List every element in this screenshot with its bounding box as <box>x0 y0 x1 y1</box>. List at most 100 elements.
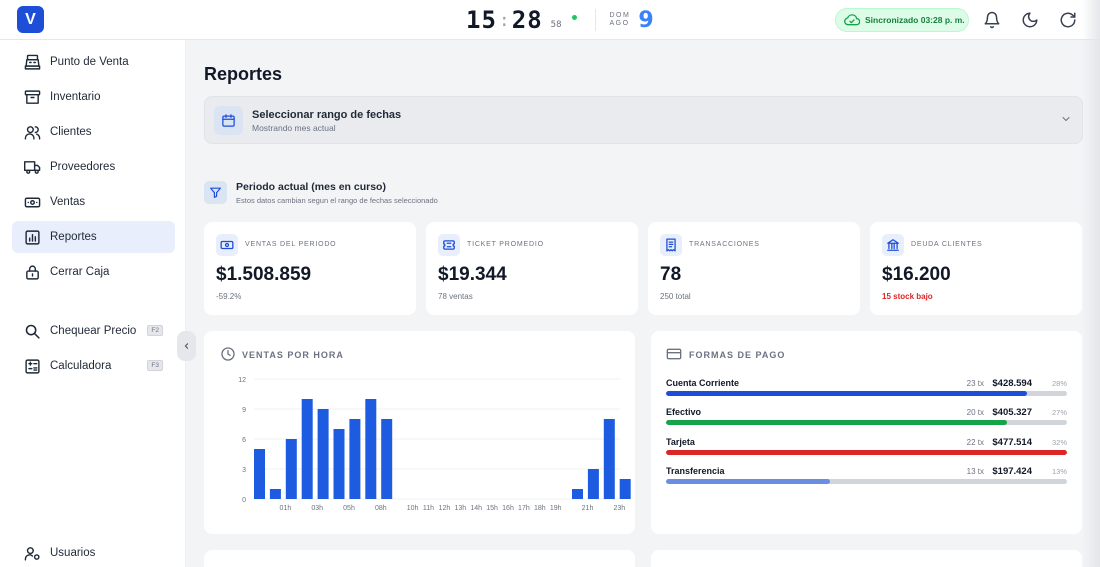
stat-value: 78 <box>660 264 682 285</box>
sidebar-collapse-button[interactable] <box>177 331 196 361</box>
chevron-left-icon <box>184 343 189 349</box>
clock-minutes: 28 <box>511 6 543 34</box>
clock-hours: 15 <box>466 6 497 34</box>
x-tick-label: 08h <box>375 505 387 512</box>
payment-bar-track <box>666 420 1067 425</box>
payment-amount: $428.594 <box>992 378 1032 389</box>
payment-row: Transferencia 13 tx $197.424 13% <box>666 466 1067 494</box>
register-icon <box>24 54 41 70</box>
sidebar-item-chequear-precio[interactable]: Chequear Precio F2 <box>12 315 175 347</box>
sidebar-item-label: Calculadora <box>50 360 112 372</box>
sidebar-item-label: Proveedores <box>50 161 116 173</box>
payment-methods-title: FORMAS DE PAGO <box>689 350 786 360</box>
period-subtitle: Estos datos cambian segun el rango de fe… <box>236 196 438 205</box>
stat-card-ticket: TICKET PROMEDIO $19.344 78 ventas <box>426 222 638 315</box>
payment-name: Tarjeta <box>666 437 695 447</box>
bell-icon[interactable] <box>983 11 1001 29</box>
clock: 15 : 28 58 DOM AGO 9 <box>466 5 654 35</box>
app-logo[interactable]: V <box>17 6 44 33</box>
x-tick-label: 15h <box>486 505 498 512</box>
bar <box>317 409 329 499</box>
sidebar-item-calculadora[interactable]: Calculadora F3 <box>12 350 175 382</box>
y-tick-label: 0 <box>242 497 246 504</box>
bar <box>349 419 361 499</box>
x-tick-label: 01h <box>280 505 292 512</box>
sync-status-badge[interactable]: Sincronizado 03:28 p. m. <box>835 8 969 32</box>
period-title: Periodo actual (mes en curso) <box>236 181 386 193</box>
cloud-check-icon <box>844 14 860 26</box>
date-range-selector[interactable]: Seleccionar rango de fechas Mostrando me… <box>204 96 1083 144</box>
chart-icon <box>25 229 40 245</box>
x-tick-label: 11h <box>423 505 434 512</box>
chevron-down-icon <box>1062 117 1070 121</box>
bottom-card-right <box>651 550 1082 567</box>
credit-card-icon <box>666 348 682 360</box>
calendar-icon <box>222 114 235 127</box>
bar <box>587 469 599 499</box>
sidebar-item-label: Inventario <box>50 91 101 103</box>
payment-amount: $405.327 <box>992 407 1032 418</box>
payment-pct: 28% <box>1051 379 1067 388</box>
cash-icon <box>24 197 41 207</box>
bottom-card-left <box>204 550 635 567</box>
clock-icon <box>221 347 235 361</box>
payment-row: Cuenta Corriente 23 tx $428.594 28% <box>666 378 1067 406</box>
stat-sub: 78 ventas <box>438 292 473 301</box>
payment-methods-card: FORMAS DE PAGO Cuenta Corriente 23 tx $4… <box>651 331 1082 534</box>
payment-pct: 13% <box>1051 467 1067 476</box>
bar <box>572 489 583 499</box>
bar <box>365 399 377 499</box>
sidebar-item-label: Punto de Venta <box>50 56 129 68</box>
sidebar-item-ventas[interactable]: Ventas <box>12 186 175 218</box>
sidebar-item-punto-de-venta[interactable]: Punto de Venta <box>12 46 175 78</box>
stat-icon-box <box>438 234 460 256</box>
live-indicator <box>571 14 577 20</box>
x-tick-label: 16h <box>502 505 514 512</box>
sidebar-item-proveedores[interactable]: Proveedores <box>12 151 175 183</box>
sidebar-item-clientes[interactable]: Clientes <box>12 116 175 148</box>
sidebar-item-inventario[interactable]: Inventario <box>12 81 175 113</box>
users-icon <box>24 125 41 140</box>
sidebar-item-label: Reportes <box>50 231 97 243</box>
x-tick-label: 12h <box>439 505 451 512</box>
moon-icon[interactable] <box>1021 11 1039 29</box>
stat-icon-box <box>216 234 238 256</box>
bank-icon <box>887 239 899 251</box>
sidebar-item-cerrar-caja[interactable]: Cerrar Caja <box>12 256 175 288</box>
bar <box>619 479 631 499</box>
refresh-icon[interactable] <box>1059 11 1077 29</box>
y-tick-label: 6 <box>242 437 246 444</box>
date-labels: DOM AGO <box>610 12 631 28</box>
stat-sub: -59.2% <box>216 292 242 301</box>
x-tick-label: 13h <box>454 505 466 512</box>
sidebar-item-usuarios[interactable]: Usuarios <box>12 537 175 567</box>
archive-icon <box>24 89 41 104</box>
page-title: Reportes <box>204 64 283 84</box>
shortcut-badge: F3 <box>147 360 163 371</box>
x-tick-label: 05h <box>343 505 355 512</box>
shortcut-badge: F2 <box>147 325 163 336</box>
calculator-icon <box>25 358 40 374</box>
payment-bar-fill <box>666 450 1067 455</box>
payment-bar-fill <box>666 391 1027 396</box>
payment-bar-fill <box>666 420 1007 425</box>
stat-sub: 15 stock bajo <box>882 292 933 301</box>
date-range-icon-box <box>214 106 243 135</box>
sidebar-item-label: Usuarios <box>50 547 96 559</box>
sidebar-item-label: Ventas <box>50 196 86 208</box>
x-tick-label: 17h <box>518 505 530 512</box>
sidebar-item-reportes[interactable]: Reportes <box>12 221 175 253</box>
hourly-sales-chart: 0 3 6 9 12 01h 03h 05h 08h 10h 11h 12h 13h 14h 15h 16h 1… <box>238 377 631 512</box>
bar <box>333 429 345 499</box>
payment-row: Efectivo 20 tx $405.327 27% <box>666 407 1067 435</box>
x-tick-label: 19h <box>550 505 562 512</box>
date-day: 9 <box>638 7 654 33</box>
bar <box>285 439 297 499</box>
bar <box>603 419 615 499</box>
payment-tx: 22 tx <box>966 438 984 447</box>
sidebar-item-label: Clientes <box>50 126 92 138</box>
filter-icon <box>210 187 221 198</box>
top-bar: V 15 : 28 58 DOM AGO 9 Sincronizado 03:2… <box>0 0 1100 40</box>
payment-name: Transferencia <box>666 466 725 476</box>
y-tick-label: 9 <box>242 407 246 414</box>
